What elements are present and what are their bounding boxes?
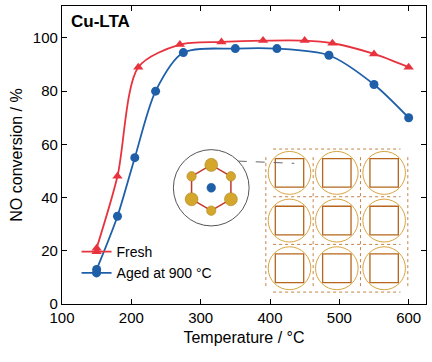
svg-text:Cu-LTA: Cu-LTA	[71, 12, 130, 31]
svg-text:NO conversion / %: NO conversion / %	[8, 88, 25, 221]
svg-text:300: 300	[188, 309, 213, 326]
svg-text:0: 0	[50, 295, 58, 312]
svg-text:80: 80	[41, 82, 58, 99]
svg-text:20: 20	[41, 242, 58, 259]
svg-text:100: 100	[49, 309, 74, 326]
svg-text:400: 400	[257, 309, 282, 326]
svg-text:500: 500	[327, 309, 352, 326]
svg-text:40: 40	[41, 189, 58, 206]
svg-text:Fresh: Fresh	[117, 244, 153, 260]
svg-text:Temperature / °C: Temperature / °C	[183, 329, 304, 346]
svg-text:Aged at 900 °C: Aged at 900 °C	[117, 265, 212, 281]
svg-text:600: 600	[396, 309, 421, 326]
svg-text:60: 60	[41, 136, 58, 153]
svg-text:100: 100	[33, 29, 58, 46]
svg-text:200: 200	[119, 309, 144, 326]
